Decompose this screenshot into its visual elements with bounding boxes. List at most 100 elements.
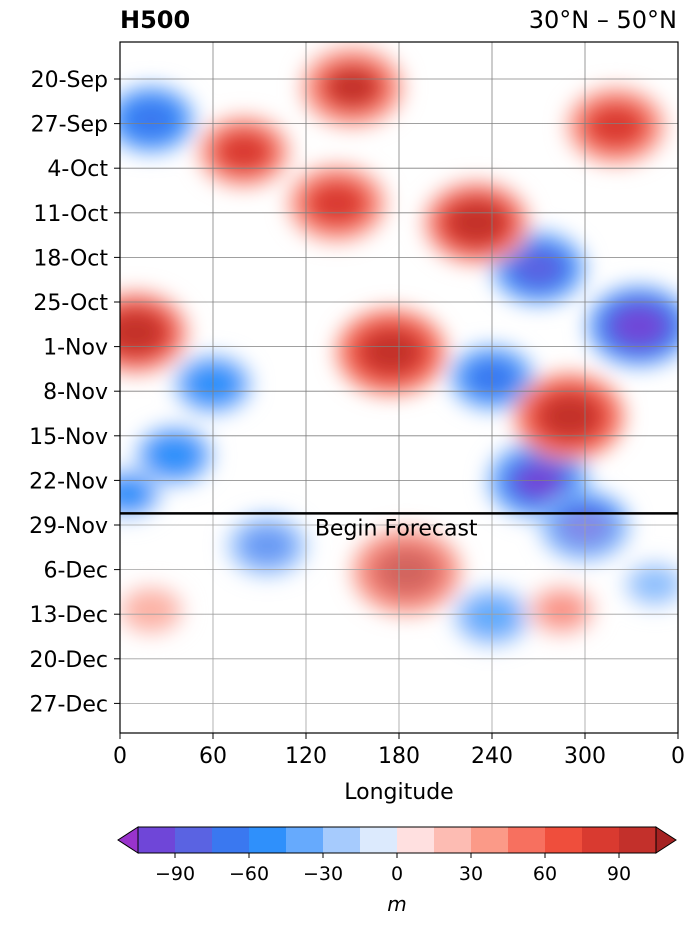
- colorbar-bin: [637, 827, 657, 853]
- anomaly-contour: [512, 461, 565, 501]
- anomaly-contour: [542, 396, 597, 437]
- y-tick-label: 20-Dec: [29, 648, 108, 673]
- colorbar-bin: [156, 827, 176, 853]
- y-tick-label: 4-Oct: [47, 157, 108, 182]
- colorbar-bin: [286, 827, 305, 853]
- y-tick-label: 15-Nov: [29, 425, 108, 450]
- colorbar-bin: [249, 827, 268, 853]
- anomaly-contour: [128, 593, 174, 627]
- y-tick-label: 8-Nov: [43, 380, 108, 405]
- colorbar-bin: [434, 827, 453, 853]
- colorbar-bin: [600, 827, 620, 853]
- colorbar-bin: [563, 827, 583, 853]
- colorbar-extend-low: [117, 826, 139, 854]
- anomaly-feature-14: [422, 180, 531, 266]
- colorbar-bin: [341, 827, 361, 853]
- colorbar-bin: [175, 827, 194, 853]
- anomaly-contour: [589, 106, 643, 146]
- anomaly-features: [120, 46, 678, 648]
- colorbar-bin: [304, 827, 324, 853]
- colorbar-bin: [471, 827, 490, 853]
- colorbar-bin: [489, 827, 509, 853]
- anomaly-feature-22: [565, 86, 667, 166]
- anomaly-feature-2: [134, 424, 215, 486]
- anomaly-contour: [150, 438, 199, 473]
- anomaly-feature-16: [513, 372, 626, 461]
- anomaly-contour: [120, 312, 163, 353]
- colorbar-tick-label: 60: [533, 863, 557, 885]
- anomaly-contour: [364, 331, 419, 372]
- anomaly-feature-15: [120, 290, 190, 376]
- anomaly-contour: [326, 67, 379, 107]
- y-tick-label: 1-Nov: [43, 336, 108, 361]
- colorbar-tick-label: 0: [391, 863, 403, 885]
- anomaly-feature-0: [120, 84, 197, 155]
- anomaly-contour: [242, 528, 292, 564]
- y-tick-label: 29-Nov: [29, 514, 108, 539]
- y-tick-label: 27-Sep: [31, 113, 108, 138]
- chart-subtitle: 30°N – 50°N: [528, 6, 677, 34]
- x-axis-label: Longitude: [344, 780, 453, 805]
- y-tick-label: 6-Dec: [43, 559, 108, 584]
- colorbar-bin: [452, 827, 472, 853]
- colorbar-bin: [619, 827, 638, 853]
- colorbar-bin: [360, 827, 379, 853]
- anomaly-contour: [379, 551, 434, 592]
- colorbar-bin: [230, 827, 250, 853]
- anomaly-contour: [632, 568, 678, 601]
- y-tick-label: 25-Oct: [33, 291, 108, 316]
- colorbar-bin: [212, 827, 231, 853]
- anomaly-contour: [512, 249, 565, 287]
- anomaly-feature-18: [300, 46, 405, 129]
- x-tick-label: 300: [564, 744, 606, 769]
- x-tick-label: 0: [671, 744, 685, 769]
- forecast-annotation: Begin Forecast: [315, 516, 478, 541]
- anomaly-feature-19: [525, 582, 598, 638]
- y-tick-label: 22-Nov: [29, 469, 108, 494]
- colorbar-label: m: [387, 892, 406, 916]
- anomaly-feature-20: [120, 584, 186, 637]
- anomaly-contour: [449, 203, 504, 243]
- grid-lines: [119, 42, 679, 733]
- anomaly-feature-12: [350, 527, 463, 616]
- colorbar-tick-label: −30: [303, 863, 343, 885]
- anomaly-feature-4: [225, 513, 309, 578]
- anomaly-feature-13: [335, 307, 448, 396]
- colorbar-bin: [582, 827, 601, 853]
- anomaly-feature-7: [585, 283, 678, 369]
- anomaly-feature-11: [622, 559, 678, 609]
- colorbar-tick-label: −60: [229, 863, 269, 885]
- colorbar-tick-label: 90: [607, 863, 631, 885]
- colorbar-bin: [526, 827, 546, 853]
- colorbar-bin: [323, 827, 342, 853]
- anomaly-contour: [218, 133, 270, 171]
- anomaly-contour: [538, 593, 585, 627]
- x-tick-label: 240: [471, 744, 513, 769]
- x-tick-label: 180: [378, 744, 420, 769]
- colorbar-tick-label: −90: [155, 863, 195, 885]
- y-tick-label: 13-Dec: [29, 603, 108, 628]
- x-tick-label: 60: [199, 744, 227, 769]
- chart-title: H500: [120, 6, 191, 34]
- anomaly-contour: [125, 101, 177, 138]
- axes: 0 60 120 180 240 300 0 20-Sep 27-Sep 4-Oct 11-Oct 1…: [29, 41, 685, 805]
- colorbar-bin: [545, 827, 564, 853]
- x-tick-label: 0: [113, 744, 127, 769]
- colorbar-extend-high: [655, 826, 677, 854]
- colorbar-bin: [415, 827, 435, 853]
- anomaly-feature-17: [286, 163, 388, 243]
- forecast-marker: Begin Forecast: [120, 512, 678, 733]
- colorbar: −90 −60 −30 0 30 60 90 m: [117, 826, 677, 916]
- colorbar-bin: [138, 827, 157, 853]
- colorbar-bin: [267, 827, 287, 853]
- x-tick-label: 120: [285, 744, 327, 769]
- y-tick-label: 27-Dec: [29, 692, 108, 717]
- anomaly-contour: [612, 306, 667, 346]
- colorbar-bin: [508, 827, 527, 853]
- plot-frame: [119, 41, 679, 734]
- anomaly-contour: [310, 184, 364, 223]
- y-tick-label: 18-Oct: [33, 246, 108, 271]
- colorbar-tick-label: 30: [459, 863, 483, 885]
- anomaly-contour: [120, 477, 151, 511]
